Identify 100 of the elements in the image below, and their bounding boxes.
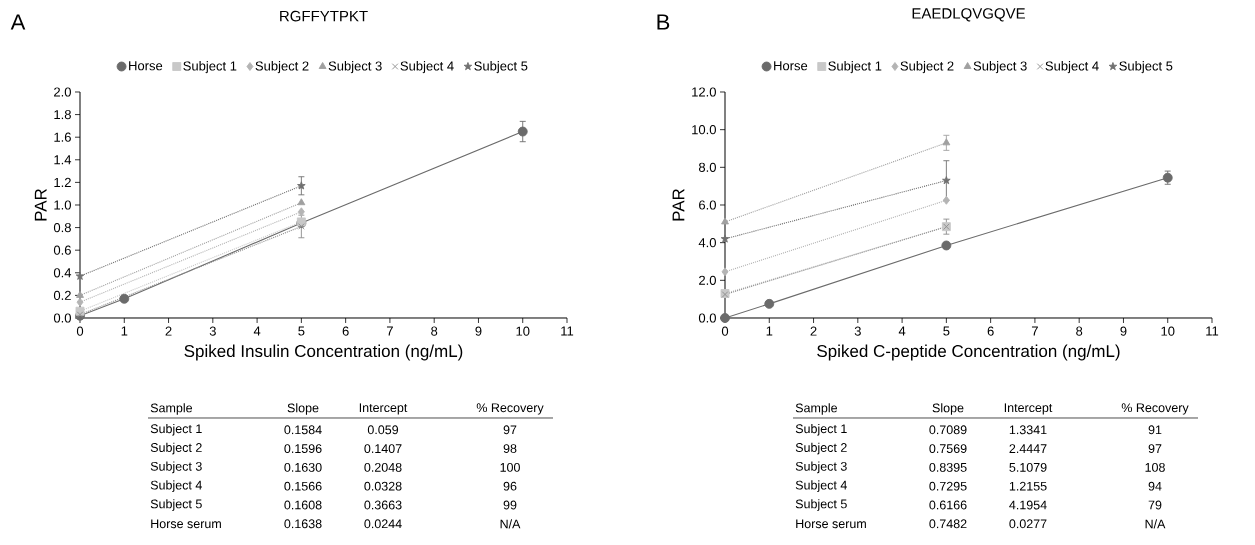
text: Intercept [359,403,408,415]
text: 98 [503,444,517,454]
legend-label: Subject 3 [973,61,1027,74]
text: 0.1407 [364,444,402,454]
text: 100 [500,462,520,472]
text: Subject 5 [150,499,202,511]
text: Sample [150,403,193,415]
text: 97 [503,425,517,435]
chart-title: EAEDLQVGQVE [912,8,1025,22]
legend-label: Subject 5 [474,61,528,74]
x-tick-label: 4 [253,326,261,336]
y-tick-label: 2.0 [699,275,716,285]
y-tick-label: 1.2 [54,177,71,187]
y-tick-label: 12.0 [692,87,716,97]
x-tick-label: 11 [1206,326,1219,336]
text: Horse serum [796,519,866,529]
text: 94 [1148,481,1162,491]
text: 5.1079 [1009,462,1047,472]
text: 0.1638 [284,519,322,529]
x-tick-label: 3 [854,326,861,336]
text: % Recovery [1121,403,1189,415]
text: Intercept [1004,403,1053,415]
x-tick-label: 9 [1120,326,1127,336]
text: Sample [795,403,838,415]
text: 0.1596 [284,444,322,454]
y-tick-label: 0.2 [53,290,71,300]
text: 0.7295 [929,481,967,491]
text: 1.3341 [1009,425,1047,435]
text: 0.7482 [929,519,967,529]
text: % Recovery [476,403,544,415]
text: 0.0244 [364,519,402,529]
legend-label: Subject 1 [828,61,882,74]
text: Subject 2 [795,442,847,455]
text: N/A [1145,519,1166,529]
x-tick-label: 7 [386,326,393,336]
x-tick-label: 5 [943,326,950,336]
y-tick-label: 10.0 [692,125,716,135]
y-tick-label: 8.0 [698,162,716,172]
x-tick-label: 0 [76,326,84,336]
y-axis-title: PAR [34,188,47,221]
text: Subject 1 [150,423,202,436]
text: Subject 2 [150,442,202,455]
x-tick-label: 7 [1031,326,1038,336]
text: 0.7089 [929,425,967,435]
chart-title: RGFFYTPKT [280,10,368,22]
x-tick-label: 10 [1161,326,1175,336]
x-tick-label: 4 [898,326,906,336]
x-tick-label: 5 [298,326,305,336]
x-tick-label: 1 [766,326,773,336]
text: 91 [1148,425,1162,435]
text: Slope [932,403,964,415]
text: Subject 1 [795,423,847,436]
y-tick-label: 0.6 [53,245,71,255]
y-tick-label: 2.0 [54,87,71,97]
x-tick-label: 1 [121,326,128,336]
y-tick-label: 1.8 [54,109,71,120]
text: Horse serum [151,519,221,529]
x-axis-title: Spiked C-peptide Concentration (ng/mL) [817,344,1120,361]
text: 0.7569 [929,444,967,454]
text: 4.1954 [1009,500,1047,510]
legend-label: Horse [129,61,163,71]
legend-label: Subject 4 [1045,61,1099,74]
y-tick-label: 1.4 [54,155,72,165]
text: 0.0328 [364,481,402,491]
x-tick-label: 9 [475,326,482,336]
legend-label: Subject 3 [328,61,382,74]
text: 0.8395 [929,462,967,472]
text: 0.1630 [284,462,322,472]
y-tick-label: 0.0 [698,313,716,323]
x-axis-title: Spiked Insulin Concentration (ng/mL) [184,344,463,361]
text: B [657,14,670,30]
y-tick-label: 1.6 [54,132,71,142]
legend-label: Subject 2 [900,61,954,74]
text: 96 [503,481,517,491]
text: Subject 5 [795,499,847,511]
x-tick-label: 6 [342,326,349,336]
text: 99 [503,500,517,510]
y-tick-label: 1.0 [54,200,71,210]
text: Subject 3 [150,461,202,474]
text: 1.2155 [1009,481,1047,491]
x-tick-label: 2 [810,326,817,336]
legend-label: Horse [774,61,808,71]
text: Subject 4 [150,480,202,492]
text: Subject 3 [795,461,847,474]
legend-label: Subject 2 [255,61,309,74]
x-tick-label: 2 [165,326,172,336]
y-axis-title: PAR [672,188,685,221]
x-tick-label: 6 [987,326,994,336]
legend-label: Subject 1 [183,61,237,74]
x-tick-label: 10 [516,326,530,336]
x-tick-label: 3 [209,326,216,336]
x-tick-label: 0 [721,326,729,336]
text: 0.2048 [364,462,402,472]
y-tick-label: 6.0 [699,200,716,210]
text: 2.4447 [1009,444,1047,453]
legend-label: Subject 5 [1119,61,1173,74]
text: Subject 4 [795,480,847,492]
y-tick-label: 0.0 [53,313,71,323]
x-tick-label: 8 [1076,326,1083,336]
text: 0.0277 [1009,519,1047,529]
